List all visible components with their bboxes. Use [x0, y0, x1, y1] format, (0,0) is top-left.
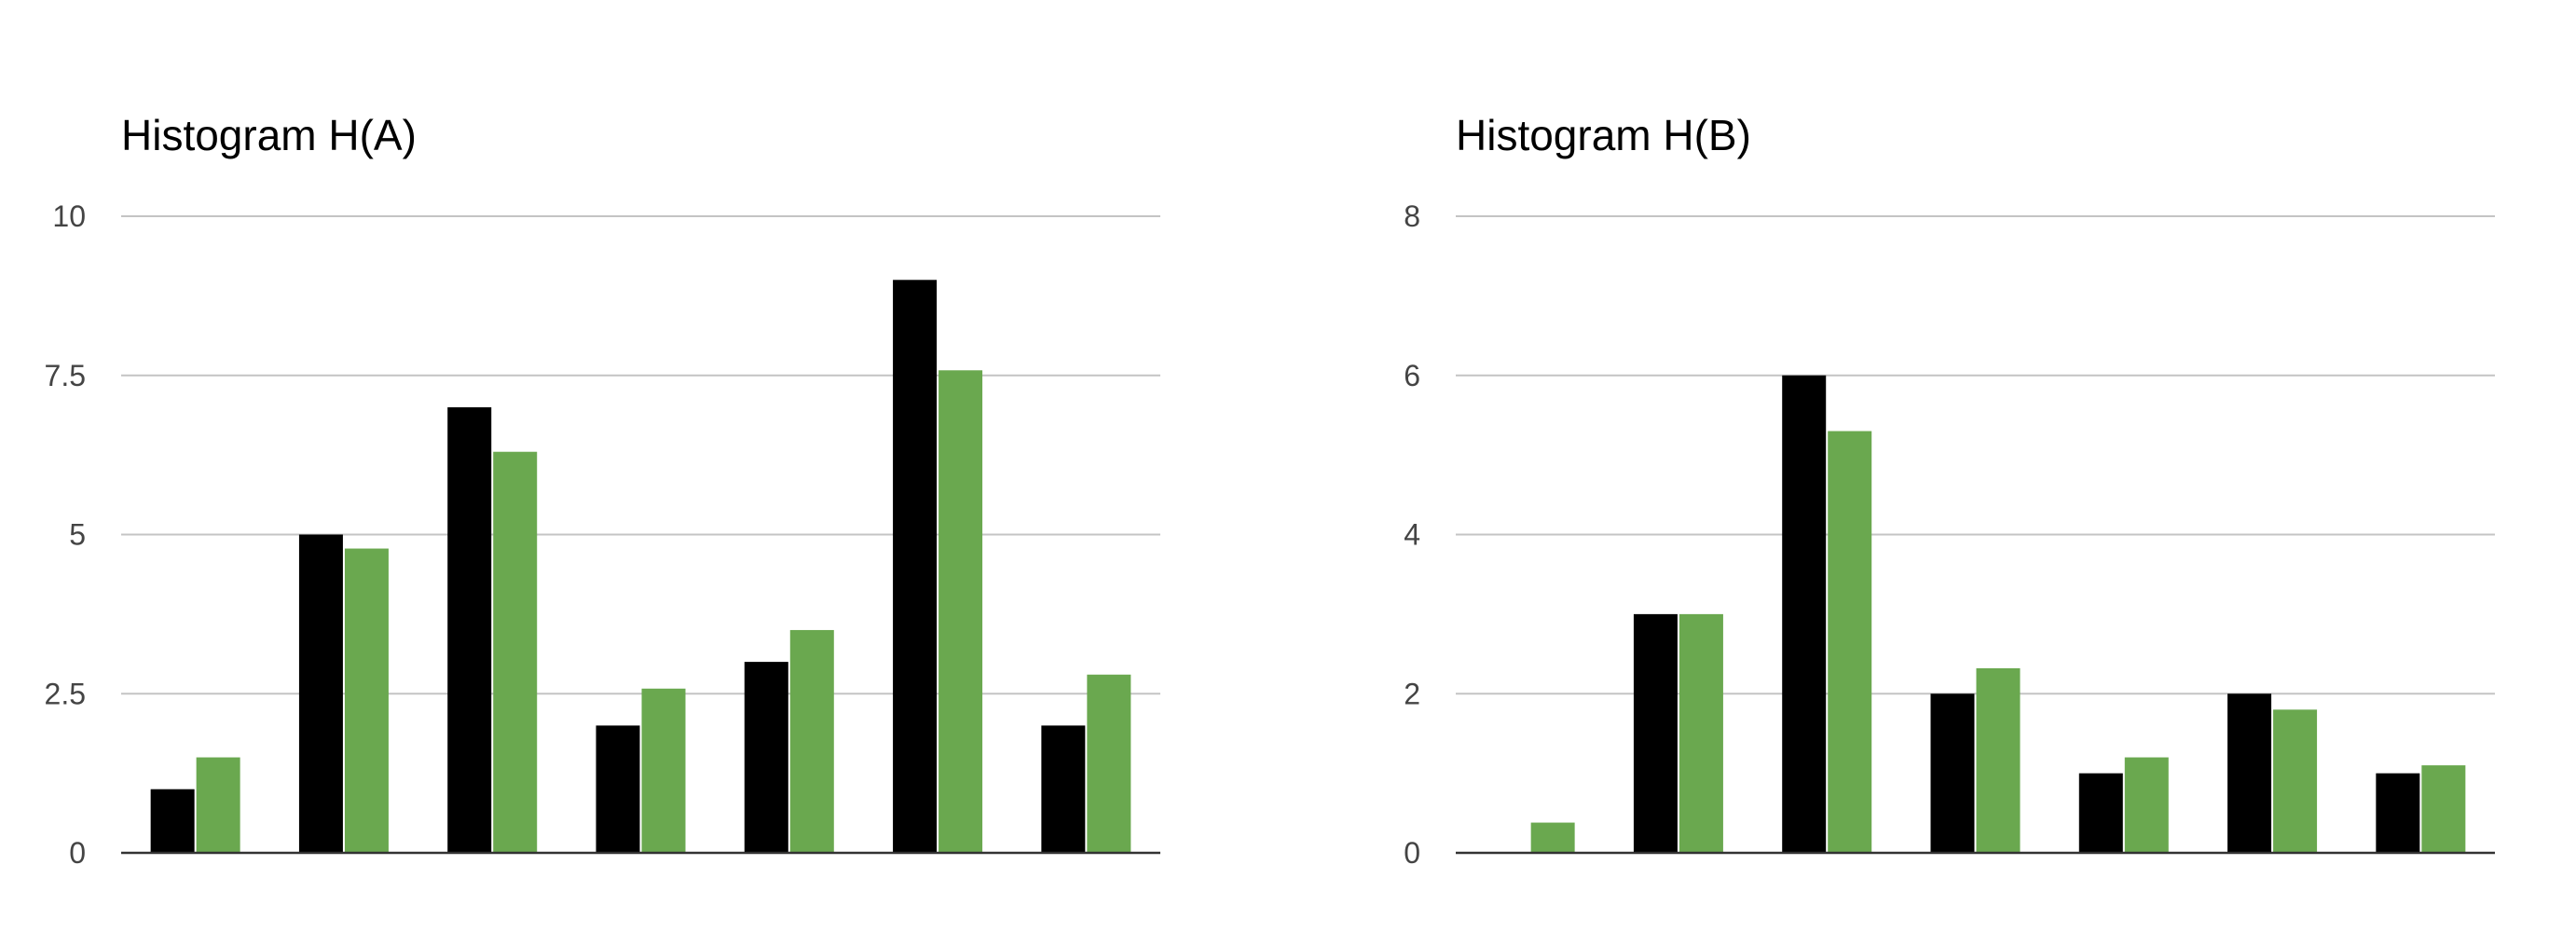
bar: [1041, 725, 1086, 853]
bar: [2376, 773, 2420, 853]
bar: [893, 280, 938, 853]
bar: [789, 629, 834, 853]
chart-title: Histogram H(A): [121, 111, 417, 159]
bar: [1828, 431, 1872, 853]
plot-area: 0 2 4 6 8: [1404, 199, 2495, 870]
bar: [2273, 709, 2318, 853]
bar: [1930, 693, 1975, 853]
bar: [1976, 667, 2021, 853]
bar: [1530, 822, 1575, 853]
y-tick-label: 5: [69, 518, 86, 552]
bar: [596, 725, 640, 853]
y-tick-label: 2: [1404, 677, 1420, 710]
chart-panel-histogram-a: Histogram H(A) 0 2.5 5 7.5 10: [45, 111, 1160, 870]
y-tick-label: 0: [1404, 836, 1420, 870]
bar: [744, 662, 788, 853]
y-tick-label: 4: [1404, 518, 1420, 552]
y-tick-label: 2.5: [45, 677, 86, 710]
bar: [298, 534, 343, 853]
bar: [1679, 613, 1723, 853]
bar: [493, 451, 538, 853]
y-tick-label: 7.5: [45, 359, 86, 392]
chart-title: Histogram H(B): [1456, 111, 1751, 159]
bar: [196, 757, 240, 853]
bar: [344, 548, 389, 853]
bar: [939, 370, 983, 853]
bar: [150, 789, 195, 853]
y-tick-label: 0: [69, 836, 86, 870]
plot-area: 0 2.5 5 7.5 10: [45, 199, 1160, 870]
bar: [2421, 765, 2466, 853]
bar: [2078, 773, 2123, 853]
y-tick-label: 8: [1404, 199, 1420, 233]
y-tick-label: 10: [52, 199, 86, 233]
bar: [447, 406, 492, 853]
bar: [1633, 613, 1678, 853]
y-tick-label: 6: [1404, 359, 1420, 392]
bar: [1087, 674, 1131, 853]
bar: [2227, 693, 2272, 853]
bar: [2124, 757, 2169, 853]
chart-panel-histogram-b: Histogram H(B) 0 2 4 6 8: [1288, 0, 2576, 947]
bar: [1782, 375, 1827, 853]
bar: [641, 688, 686, 853]
